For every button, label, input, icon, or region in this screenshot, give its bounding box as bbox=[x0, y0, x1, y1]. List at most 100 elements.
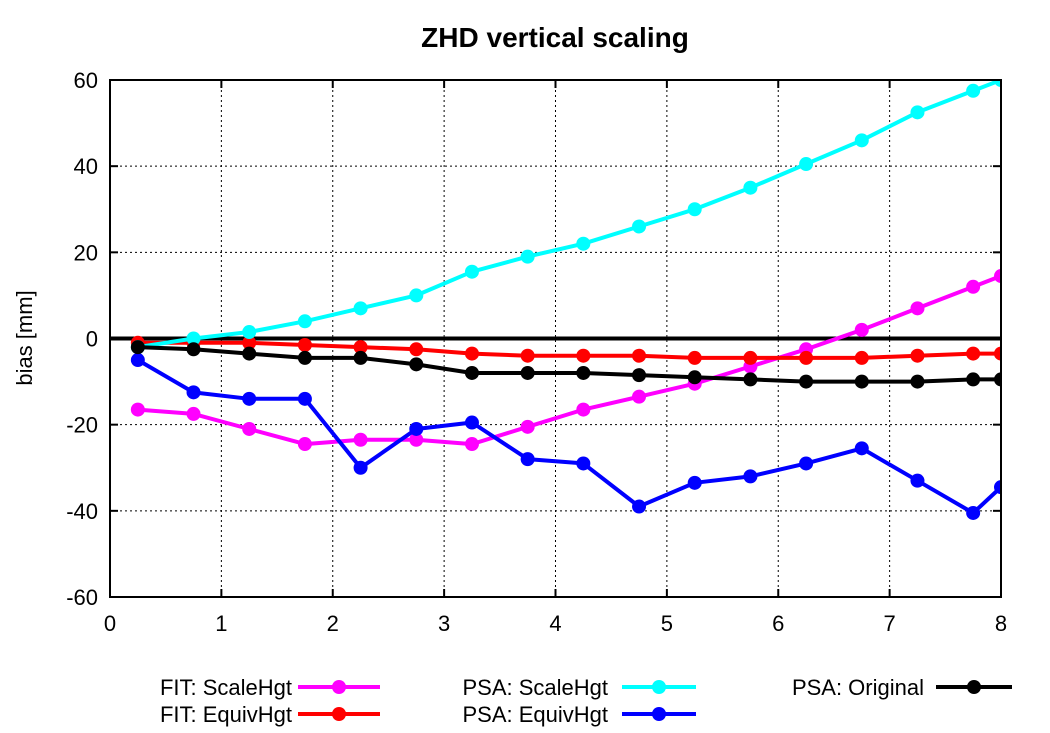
data-point bbox=[353, 432, 368, 447]
x-tick-label: 8 bbox=[995, 611, 1007, 636]
y-tick-label: -20 bbox=[66, 413, 98, 438]
data-point bbox=[409, 288, 424, 303]
grid bbox=[110, 80, 1001, 597]
data-point bbox=[242, 335, 257, 350]
legend-marker bbox=[332, 680, 346, 694]
data-point bbox=[966, 505, 981, 520]
data-point bbox=[353, 460, 368, 475]
data-point bbox=[854, 133, 869, 148]
data-point bbox=[910, 374, 925, 389]
data-point bbox=[994, 80, 1001, 87]
legend-item-3: PSA: EquivHgt bbox=[462, 702, 696, 727]
y-tick-label: -60 bbox=[66, 585, 98, 610]
data-point bbox=[994, 269, 1001, 284]
x-tick-label: 6 bbox=[772, 611, 784, 636]
data-point bbox=[687, 475, 702, 490]
data-point bbox=[994, 372, 1001, 387]
data-point bbox=[409, 342, 424, 357]
x-tick-label: 1 bbox=[215, 611, 227, 636]
data-point bbox=[409, 421, 424, 436]
legend-label: PSA: Original bbox=[792, 675, 924, 700]
legend-label: FIT: ScaleHgt bbox=[160, 675, 292, 700]
data-point bbox=[186, 342, 201, 357]
data-point bbox=[632, 368, 647, 383]
data-point bbox=[966, 83, 981, 98]
y-tick-label: 20 bbox=[74, 240, 98, 265]
data-point bbox=[464, 437, 479, 452]
series-line bbox=[137, 345, 1001, 384]
data-point bbox=[242, 391, 257, 406]
data-point bbox=[130, 402, 145, 417]
data-point bbox=[799, 157, 814, 172]
data-point bbox=[464, 264, 479, 279]
legend-marker bbox=[332, 707, 346, 721]
data-point bbox=[464, 346, 479, 361]
data-point bbox=[464, 365, 479, 380]
data-point bbox=[353, 301, 368, 316]
data-point bbox=[854, 441, 869, 456]
data-point bbox=[186, 406, 201, 421]
data-point bbox=[297, 350, 312, 365]
data-point bbox=[353, 340, 368, 355]
data-point bbox=[632, 219, 647, 234]
data-point bbox=[576, 236, 591, 251]
series-0 bbox=[130, 269, 1001, 452]
data-point bbox=[409, 357, 424, 372]
series-3 bbox=[130, 353, 1001, 520]
series-line bbox=[137, 274, 1001, 447]
data-point bbox=[910, 105, 925, 120]
series-group bbox=[130, 80, 1001, 520]
y-tick-label: 60 bbox=[74, 68, 98, 93]
data-point bbox=[297, 391, 312, 406]
data-point bbox=[242, 421, 257, 436]
data-point bbox=[242, 325, 257, 340]
data-point bbox=[994, 480, 1001, 495]
data-point bbox=[854, 374, 869, 389]
data-point bbox=[186, 331, 201, 346]
data-point bbox=[632, 348, 647, 363]
series-line bbox=[137, 80, 1001, 350]
legend-label: PSA: EquivHgt bbox=[462, 702, 608, 727]
data-point bbox=[799, 374, 814, 389]
data-point bbox=[743, 180, 758, 195]
y-tick-label: -40 bbox=[66, 499, 98, 524]
series-2 bbox=[130, 80, 1001, 355]
data-point bbox=[687, 202, 702, 217]
data-point bbox=[854, 322, 869, 337]
data-point bbox=[854, 350, 869, 365]
data-point bbox=[464, 415, 479, 430]
data-point bbox=[910, 473, 925, 488]
x-tick-label: 0 bbox=[104, 611, 116, 636]
data-point bbox=[994, 346, 1001, 361]
legend-marker bbox=[652, 707, 666, 721]
legend-marker bbox=[652, 680, 666, 694]
data-point bbox=[687, 370, 702, 385]
data-point bbox=[242, 346, 257, 361]
data-point bbox=[297, 437, 312, 452]
x-tick-label: 2 bbox=[327, 611, 339, 636]
chart-title: ZHD vertical scaling bbox=[421, 22, 689, 53]
data-point bbox=[186, 385, 201, 400]
y-axis-label: bias [mm] bbox=[12, 290, 37, 385]
data-point bbox=[799, 350, 814, 365]
data-point bbox=[743, 350, 758, 365]
series-4 bbox=[130, 340, 1001, 389]
y-tick-label: 40 bbox=[74, 154, 98, 179]
legend-label: FIT: EquivHgt bbox=[160, 702, 292, 727]
data-point bbox=[130, 353, 145, 368]
data-point bbox=[409, 432, 424, 447]
legend-item-4: PSA: Original bbox=[792, 675, 1012, 700]
legend-item-1: FIT: EquivHgt bbox=[160, 702, 380, 727]
legend-item-2: PSA: ScaleHgt bbox=[462, 675, 696, 700]
data-point bbox=[576, 365, 591, 380]
data-point bbox=[520, 365, 535, 380]
legend-item-0: FIT: ScaleHgt bbox=[160, 675, 380, 700]
data-point bbox=[966, 346, 981, 361]
data-point bbox=[520, 348, 535, 363]
data-point bbox=[520, 419, 535, 434]
data-point bbox=[743, 372, 758, 387]
data-point bbox=[297, 314, 312, 329]
data-point bbox=[966, 279, 981, 294]
